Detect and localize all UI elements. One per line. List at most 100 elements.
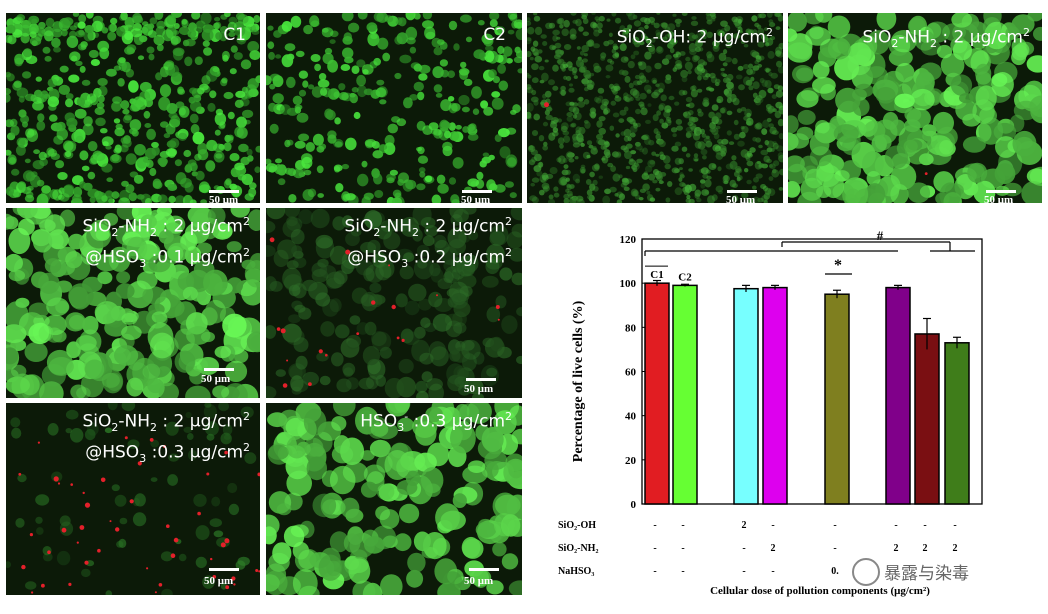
- live-cell: [761, 128, 768, 135]
- live-cell: [288, 314, 301, 324]
- live-cell: [275, 158, 282, 164]
- live-cell: [696, 88, 703, 93]
- live-cell: [455, 124, 462, 130]
- panel-c2: C2 50 μm: [266, 13, 522, 203]
- live-cell: [770, 147, 775, 152]
- live-cell: [700, 148, 708, 156]
- live-cell: [587, 195, 593, 200]
- live-cell: [558, 177, 567, 186]
- live-cell: [440, 121, 451, 130]
- live-cell: [612, 112, 620, 118]
- live-cell: [652, 179, 658, 184]
- cells-image: [6, 13, 260, 203]
- live-cell: [577, 137, 584, 143]
- live-cell: [80, 246, 98, 265]
- live-cell: [343, 533, 361, 553]
- dead-cell: [212, 575, 217, 579]
- live-cell: [1027, 13, 1042, 22]
- live-cell: [718, 30, 725, 37]
- live-cell: [201, 75, 211, 86]
- live-cell: [679, 51, 686, 56]
- live-cell: [560, 178, 568, 186]
- live-cell: [414, 452, 437, 472]
- live-cell: [756, 95, 764, 104]
- live-cell: [596, 120, 603, 128]
- live-cell: [182, 286, 198, 301]
- live-cell: [624, 150, 632, 160]
- live-cell: [303, 169, 312, 176]
- live-cell: [473, 351, 485, 365]
- live-cell: [424, 225, 439, 237]
- live-cell: [130, 100, 141, 112]
- live-cell: [593, 186, 599, 192]
- live-cell: [489, 224, 509, 246]
- live-cell: [234, 25, 246, 37]
- dead-cell: [318, 349, 323, 354]
- dose-cell: 2: [894, 543, 899, 554]
- live-cell: [736, 176, 741, 182]
- live-cell: [68, 283, 94, 308]
- live-cell: [248, 187, 257, 198]
- live-cell: [394, 72, 402, 80]
- live-cell: [114, 127, 125, 137]
- live-cell: [589, 171, 595, 178]
- dead-cell: [163, 445, 166, 448]
- live-cell: [269, 73, 281, 82]
- live-cell: [733, 133, 740, 140]
- live-cell: [290, 375, 304, 392]
- live-cell: [291, 245, 303, 256]
- live-cell: [788, 155, 805, 173]
- live-cell: [361, 160, 368, 168]
- hash-marker: #: [877, 228, 884, 243]
- live-cell: [735, 74, 743, 80]
- live-cell: [126, 350, 145, 371]
- dead-cell: [31, 591, 34, 594]
- live-cell: [489, 183, 498, 191]
- live-cell: [552, 85, 559, 91]
- live-cell: [380, 574, 403, 595]
- live-cell: [234, 162, 245, 171]
- live-cell: [655, 83, 660, 87]
- live-cell: [764, 80, 772, 88]
- live-cell: [481, 33, 494, 45]
- live-cell: [777, 66, 783, 74]
- live-cell: [724, 24, 731, 32]
- live-cell: [696, 64, 704, 72]
- live-cell: [644, 24, 649, 30]
- live-cell: [586, 154, 591, 159]
- live-cell: [516, 355, 522, 365]
- live-cell: [709, 72, 716, 79]
- live-cell: [449, 131, 460, 141]
- live-cell: [397, 417, 414, 432]
- dead-cell: [61, 527, 67, 533]
- live-cell: [527, 26, 535, 35]
- live-cell: [681, 76, 688, 83]
- live-cell: [697, 111, 704, 117]
- live-cell: [32, 230, 53, 253]
- live-cell: [332, 216, 346, 231]
- live-cell: [200, 13, 212, 25]
- live-cell: [266, 276, 277, 292]
- scale-bar: [209, 190, 239, 193]
- live-cell: [226, 241, 242, 253]
- live-cell: [373, 173, 383, 185]
- live-cell: [11, 168, 20, 176]
- live-cell: [625, 143, 633, 149]
- live-cell: [758, 163, 765, 168]
- live-cell: [37, 113, 45, 122]
- live-cell: [627, 117, 634, 124]
- dead-cell: [154, 591, 157, 594]
- live-cell: [757, 41, 765, 48]
- live-cell: [108, 24, 116, 33]
- live-cell: [788, 181, 801, 198]
- live-cell: [590, 111, 596, 119]
- live-cell: [833, 124, 859, 143]
- live-cell: [586, 140, 593, 146]
- live-cell: [991, 73, 1008, 87]
- panel-sio2-nh2: SiO2-NH2 : 2 μg/cm2 50 μm: [788, 13, 1042, 203]
- live-cell: [114, 494, 127, 507]
- live-cell: [962, 136, 986, 153]
- live-cell: [661, 58, 670, 65]
- live-cell: [767, 87, 774, 94]
- live-cell: [320, 87, 328, 97]
